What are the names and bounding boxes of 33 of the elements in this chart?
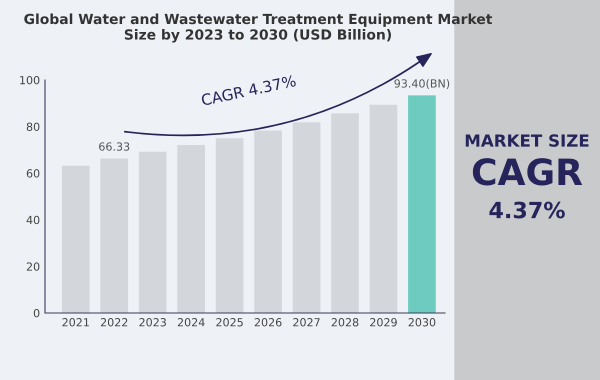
- x-tick-label: 2026: [254, 318, 282, 326]
- y-tick-label: 20: [26, 262, 40, 271]
- bar: [408, 95, 436, 313]
- x-tick-label: 2022: [100, 318, 128, 326]
- bar: [292, 122, 320, 313]
- x-tick-label: 2030: [408, 318, 436, 326]
- bar: [331, 113, 359, 313]
- bar: [177, 145, 205, 313]
- x-tick-label: 2029: [370, 318, 397, 326]
- x-tick-label: 2025: [216, 318, 243, 326]
- bar: [62, 166, 90, 313]
- y-tick-label: 60: [26, 169, 40, 178]
- chart-title: Global Water and Wastewater Treatment Equipment Market Size by 2023 to 2030 (USD Billion): [24, 13, 492, 43]
- bar: [138, 152, 167, 313]
- x-tick-label: 2021: [62, 318, 89, 326]
- bar: [370, 104, 398, 313]
- x-tick-label: 2024: [178, 318, 205, 326]
- bar: [100, 158, 128, 313]
- y-tick-label: 80: [26, 122, 40, 131]
- annotation: CAGR 4.37%: [200, 74, 296, 106]
- bar: [216, 138, 244, 313]
- x-tick-label: 2028: [332, 318, 358, 326]
- data-label: 66.33: [99, 142, 130, 151]
- text: CAGR: [472, 158, 582, 186]
- data-label: 93.40(BN): [394, 79, 450, 89]
- y-tick-label: 100: [20, 76, 40, 84]
- x-tick-label: 2027: [293, 318, 320, 326]
- x-tick-label: 2023: [139, 318, 166, 326]
- y-tick-label: 0: [34, 308, 40, 318]
- bar: [254, 130, 282, 313]
- text: 4.37%: [489, 202, 565, 218]
- text: MARKET SIZE: [466, 134, 589, 147]
- y-tick-label: 40: [26, 216, 40, 224]
